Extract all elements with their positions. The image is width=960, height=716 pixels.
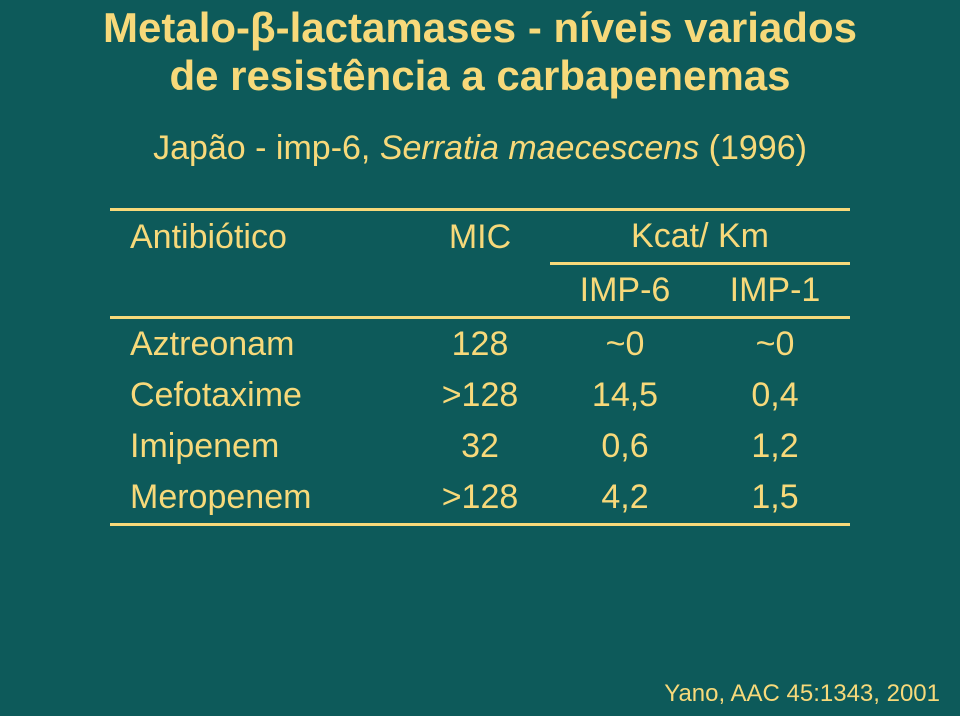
table-row: Aztreonam 128 ~0 ~0 [110,319,850,370]
title-line-1: Metalo-β-lactamases - níveis variados [103,4,857,51]
cell-imp1: 0,4 [700,370,850,421]
header-antibiotic: Antibiótico [110,211,410,265]
cell-imp6: 4,2 [550,472,700,523]
cell-name: Imipenem [110,421,410,472]
header-kcat-km: Kcat/ Km [550,211,850,262]
table-row: Meropenem >128 4,2 1,5 [110,472,850,523]
table-header-row-2: IMP-6 IMP-1 [110,265,850,316]
title-line-2: de resistência a carbapenemas [169,52,790,99]
table-rule-bottom [110,523,850,526]
citation-text: Yano, AAC 45:1343, 2001 [664,680,940,708]
slide-subtitle: Japão - imp-6, Serratia maecescens (1996… [0,129,960,168]
cell-imp1: 1,2 [700,421,850,472]
cell-mic: >128 [410,370,550,421]
cell-imp1: ~0 [700,319,850,370]
data-table-wrap: Antibiótico MIC Kcat/ Km IMP-6 IMP-1 Azt… [110,208,850,526]
cell-name: Meropenem [110,472,410,523]
header-mic: MIC [410,211,550,265]
subtitle-year: (1996) [699,129,807,167]
cell-imp6: 0,6 [550,421,700,472]
table-row: Cefotaxime >128 14,5 0,4 [110,370,850,421]
cell-imp6: 14,5 [550,370,700,421]
cell-mic: 128 [410,319,550,370]
cell-imp1: 1,5 [700,472,850,523]
slide-title: Metalo-β-lactamases - níveis variados de… [0,4,960,101]
subtitle-prefix: Japão - imp-6, [153,129,380,167]
table-header-row-1: Antibiótico MIC Kcat/ Km [110,211,850,262]
header-imp1: IMP-1 [700,265,850,316]
data-table: Antibiótico MIC Kcat/ Km IMP-6 IMP-1 Azt… [110,208,850,526]
cell-mic: 32 [410,421,550,472]
header-imp6: IMP-6 [550,265,700,316]
cell-mic: >128 [410,472,550,523]
slide: Metalo-β-lactamases - níveis variados de… [0,0,960,716]
cell-name: Cefotaxime [110,370,410,421]
table-row: Imipenem 32 0,6 1,2 [110,421,850,472]
cell-imp6: ~0 [550,319,700,370]
subtitle-species: Serratia maecescens [380,129,699,167]
cell-name: Aztreonam [110,319,410,370]
